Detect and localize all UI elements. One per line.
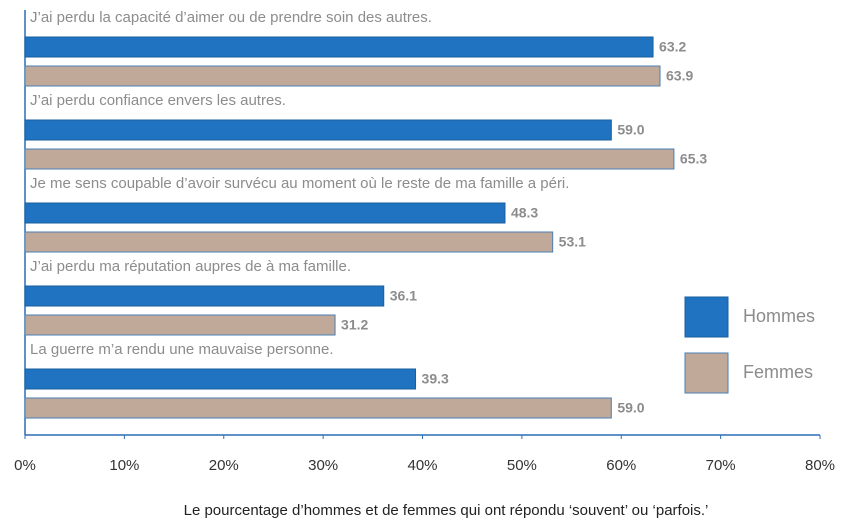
value-label: 53.1 xyxy=(559,234,586,250)
bar xyxy=(24,148,675,170)
legend-swatch xyxy=(684,296,729,338)
category-label: Je me sens coupable d’avoir survécu au m… xyxy=(30,175,569,192)
value-label: 48.3 xyxy=(511,205,538,221)
x-tick-label: 70% xyxy=(706,457,736,474)
category-label: J’ai perdu ma réputation aupres de à ma … xyxy=(30,258,351,275)
legend-label: Hommes xyxy=(743,306,815,326)
bar xyxy=(24,36,654,58)
value-label: 39.3 xyxy=(422,371,449,387)
bar xyxy=(24,119,612,141)
legend-swatch xyxy=(684,352,729,394)
value-label: 59.0 xyxy=(617,400,644,416)
x-tick-label: 60% xyxy=(606,457,636,474)
x-tick-label: 10% xyxy=(109,457,139,474)
legend-label: Femmes xyxy=(743,362,813,382)
bar xyxy=(24,231,554,253)
bar xyxy=(24,314,336,336)
category-label: J’ai perdu confiance envers les autres. xyxy=(30,92,286,109)
category-label: La guerre m’a rendu une mauvaise personn… xyxy=(30,341,334,358)
x-tick-label: 50% xyxy=(507,457,537,474)
bar xyxy=(24,65,661,87)
value-label: 63.2 xyxy=(659,39,686,55)
x-tick-label: 40% xyxy=(407,457,437,474)
value-label: 63.9 xyxy=(666,68,693,84)
bar xyxy=(24,202,506,224)
value-label: 36.1 xyxy=(390,288,417,304)
bar xyxy=(24,368,417,390)
bar xyxy=(24,397,612,419)
x-tick-label: 0% xyxy=(14,457,36,474)
x-tick-label: 30% xyxy=(308,457,338,474)
x-tick-label: 80% xyxy=(805,457,835,474)
value-label: 59.0 xyxy=(617,122,644,138)
bar xyxy=(24,285,385,307)
value-label: 31.2 xyxy=(341,317,368,333)
x-axis-label: Le pourcentage d’hommes et de femmes qui… xyxy=(184,502,709,519)
x-tick-label: 20% xyxy=(209,457,239,474)
value-label: 65.3 xyxy=(680,151,707,167)
category-label: J’ai perdu la capacité d’aimer ou de pre… xyxy=(30,9,432,26)
